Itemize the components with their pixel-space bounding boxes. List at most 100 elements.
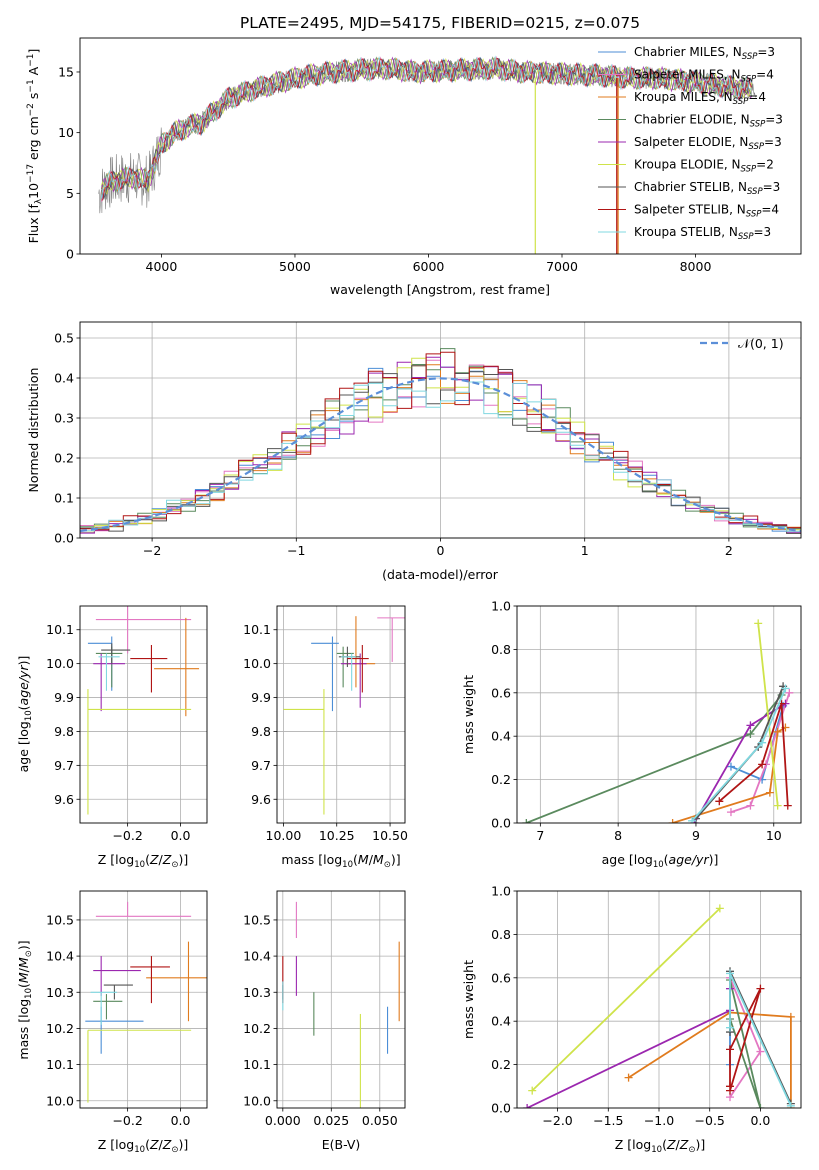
weight-marker (746, 721, 755, 730)
y-tick-label: 9.6 (54, 792, 74, 807)
x-axis-label-part: age/yr (669, 852, 710, 867)
x-axis-label-part: Z (149, 852, 159, 867)
x-axis-label-part: )] (391, 852, 401, 867)
x-tick-label: −2.0 (542, 1113, 572, 1128)
weight-marker (773, 727, 782, 736)
y-tick-label: 10.5 (46, 912, 74, 927)
y-tick-label: 10.0 (243, 656, 271, 671)
x-tick-label: 10.25 (319, 828, 355, 843)
axes-frame (79, 605, 208, 824)
weight-vs-metallicity-panel: −2.0 −1.5 −1.0 −0.5 0.0 0.0 0.2 0.4 0.6 0.8 1.0 Z [… (461, 884, 802, 1155)
legend-label: Salpeter STELIB, NSSP=4 (634, 203, 779, 220)
legend-label-part: Chabrier ELODIE, N (634, 113, 750, 127)
legend-label: Chabrier STELIB, NSSP=3 (634, 180, 780, 197)
weight-line (531, 907, 721, 1092)
residuals-panel: −2 −1 0 1 2 0.0 0.1 0.2 0.3 0.4 0.5 (data-model)/er… (26, 321, 802, 582)
x-axis-label-part: / (676, 1137, 681, 1152)
x-axis-label-part: ⊙ (171, 860, 178, 870)
y-axis-label-part: ( (16, 983, 31, 988)
weight-marker (773, 801, 782, 810)
x-tick-label: 4000 (146, 259, 178, 274)
x-axis-label-part: / (159, 1137, 164, 1152)
weight-marker (786, 1012, 795, 1021)
y-tick-label: 10.4 (243, 949, 271, 964)
y-tick-label: 0 (66, 247, 74, 262)
y-axis-label-part: age [log (16, 721, 31, 772)
x-tick-label: 5000 (279, 259, 311, 274)
axes-frame (79, 890, 208, 1109)
y-axis-label-part: ] (26, 49, 41, 54)
y-tick-label: 10.5 (243, 912, 271, 927)
weight-marker (528, 1086, 537, 1095)
legend-label-part: =4 (756, 68, 774, 82)
y-tick-label: 0.0 (491, 816, 511, 831)
y-tick-label: 0.2 (54, 451, 74, 466)
errorbar-point (311, 636, 339, 712)
x-axis-label-part: Z [log (98, 1137, 134, 1152)
x-axis-label-part: M (358, 852, 369, 867)
x-axis-label-part: / (369, 852, 374, 867)
legend-label-part: SSP (746, 210, 762, 220)
age-vs-metallicity-panel: −0.2 0.09.69.79.89.910.010.1Z [log10(Z/Z⊙… (16, 605, 208, 870)
x-tick-label: 6000 (413, 259, 445, 274)
x-tick-label: 0.0 (171, 1113, 191, 1128)
y-axis-label-part: erg cm (26, 116, 41, 164)
legend-label-part: =2 (756, 158, 774, 172)
legend-label: Chabrier MILES, NSSP=3 (634, 45, 775, 62)
y-tick-label: 10.0 (243, 1093, 271, 1108)
legend-label: Chabrier ELODIE, NSSP=3 (634, 113, 783, 130)
legend-label-part: Kroupa ELODIE, N (634, 158, 741, 172)
x-tick-label: 0.025 (313, 1113, 349, 1128)
x-tick-label: 0.0 (750, 1113, 770, 1128)
y-tick-label: 9.7 (54, 758, 74, 773)
y-tick-label: 9.7 (251, 758, 271, 773)
age-vs-mass-panel: 10.00 10.25 10.50 9.6 9.7 9.8 9.9 10.0 10.1 mass … (243, 605, 408, 870)
y-tick-label: 15 (58, 64, 74, 79)
x-tick-label: 7 (536, 828, 544, 843)
weight-marker (746, 730, 755, 739)
x-tick-label: 0.0 (171, 828, 191, 843)
plot-area (87, 606, 200, 815)
legend-label-part: =3 (765, 113, 783, 127)
legend-label-part: Chabrier STELIB, N (634, 180, 747, 194)
y-tick-label: 0.2 (491, 1057, 511, 1072)
weight-marker (726, 1086, 734, 1095)
x-axis-label-part: ( (353, 852, 358, 867)
y-tick-label: 0.4 (54, 371, 74, 386)
x-axis-label-part: 10 (342, 860, 353, 870)
weight-marker (765, 788, 774, 797)
y-tick-label: 10.3 (46, 985, 74, 1000)
y-tick-label: 0.4 (491, 1014, 511, 1029)
legend-label: Kroupa MILES, NSSP=4 (634, 90, 766, 107)
weight-marker (785, 688, 794, 697)
y-axis-label-part: −17 (26, 164, 36, 183)
x-axis-label-part: ⊙ (384, 860, 391, 870)
y-axis-label-part: ⊙ (24, 950, 34, 957)
plot-area (80, 348, 801, 534)
legend-label-part: Salpeter STELIB, N (634, 203, 746, 217)
x-tick-label: −0.2 (112, 1113, 142, 1128)
y-tick-label: 0.8 (491, 642, 511, 657)
weight-marker (523, 1104, 532, 1108)
x-axis-label: Z [log10(Z/Z⊙)] (615, 1137, 705, 1155)
y-axis-label-part: / (16, 967, 31, 972)
x-axis-label-part: )] (709, 852, 719, 867)
errorbar-point (130, 956, 170, 1004)
y-axis-label-part: Flux [f (26, 204, 41, 244)
x-axis-label-part: M (373, 852, 384, 867)
axes-frame (79, 321, 802, 539)
legend-label-part: =3 (763, 180, 781, 194)
y-tick-label: 1.0 (491, 599, 511, 614)
x-axis-label-part: Z [log (615, 1137, 651, 1152)
y-tick-label: 0.2 (491, 772, 511, 787)
x-tick-label: −2 (143, 543, 161, 558)
y-tick-label: 0.1 (54, 491, 74, 506)
errorbar-point (95, 606, 192, 654)
errorbar-point (130, 644, 168, 693)
weight-marker (726, 1045, 734, 1054)
legend-label: Kroupa ELODIE, NSSP=2 (634, 158, 774, 175)
normal-reference-curve (80, 377, 801, 533)
y-axis-label-part: λ (34, 198, 44, 204)
